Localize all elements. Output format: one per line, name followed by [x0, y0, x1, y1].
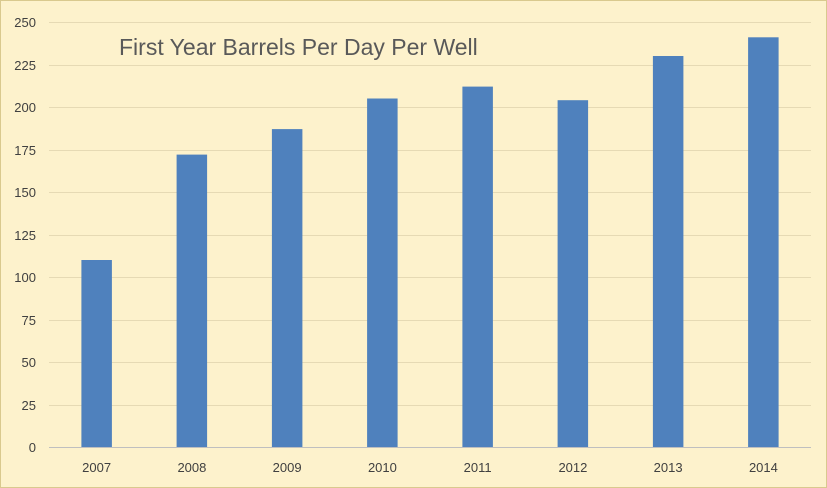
bar-2009	[271, 129, 303, 447]
bar-2011	[462, 86, 493, 447]
x-tick-label: 2009	[273, 460, 302, 475]
y-tick-label: 100	[14, 270, 36, 285]
y-tick-label: 200	[14, 100, 36, 115]
y-tick-label: 25	[22, 398, 36, 413]
x-tick-label: 2011	[464, 460, 492, 475]
y-tick-label: 250	[14, 15, 36, 30]
y-tick-label: 225	[14, 58, 36, 73]
gridlines	[49, 22, 811, 406]
bar-2014	[748, 37, 779, 448]
x-tick-label: 2014	[749, 460, 778, 475]
x-axis-ticks: 2007 2008 2009 2010 2011 2012 2013 2014	[82, 460, 778, 475]
y-tick-label: 125	[14, 228, 36, 243]
chart-title: First Year Barrels Per Day Per Well	[119, 34, 478, 60]
y-tick-label: 175	[14, 143, 36, 158]
bars	[81, 37, 779, 448]
y-tick-label: 0	[29, 440, 36, 455]
bar-2007	[81, 260, 112, 447]
y-tick-label: 75	[22, 313, 36, 328]
bar-2012	[557, 100, 589, 447]
x-tick-label: 2007	[82, 460, 111, 475]
y-axis-ticks: 0 25 50 75 100 125 150 175 200 225 250	[14, 15, 36, 455]
y-tick-label: 50	[22, 355, 36, 370]
x-tick-label: 2013	[654, 460, 683, 475]
bar-2013	[652, 56, 684, 447]
bar-2010	[367, 98, 398, 447]
x-tick-label: 2008	[177, 460, 206, 475]
y-tick-label: 150	[14, 185, 36, 200]
x-tick-label: 2012	[558, 460, 587, 475]
bar-2008	[176, 154, 208, 447]
x-tick-label: 2010	[368, 460, 397, 475]
